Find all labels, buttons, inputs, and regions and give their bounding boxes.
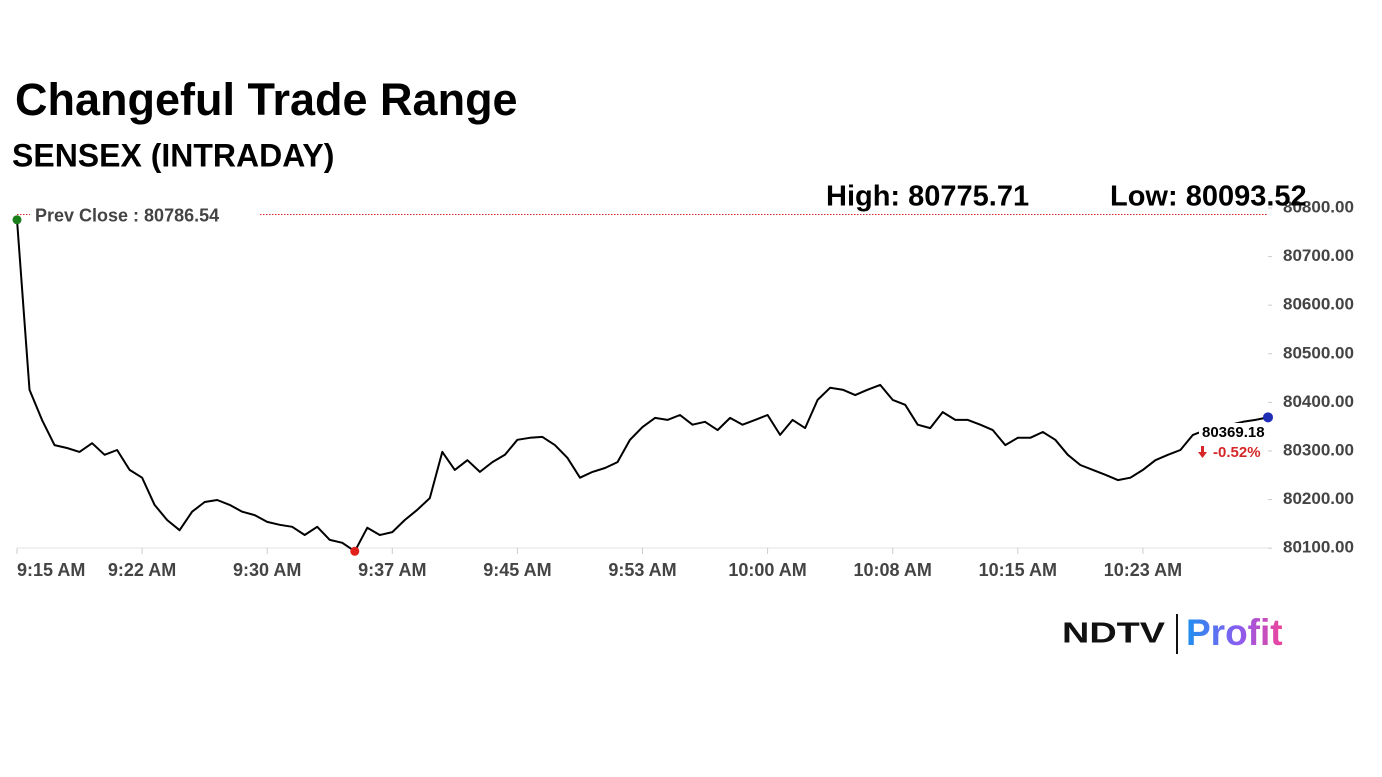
low-label: Low: 80093.52 [1110,181,1307,213]
x-tick-label: 9:30 AM [233,560,301,580]
y-tick-label: 80200.00 [1283,489,1354,508]
y-tick-label: 80800.00 [1283,197,1354,216]
x-tick-label: 10:23 AM [1104,560,1182,580]
prev-close-label-bg [30,203,260,226]
low-marker [350,546,360,556]
x-tick-label: 10:00 AM [728,560,806,580]
logo-product: Profit [1186,612,1283,653]
plot-area: 80100.00 80200.00 80300.00 80400.00 80500.00… [12,197,1354,580]
x-tick-label: 10:15 AM [979,560,1057,580]
x-tick-label: 9:53 AM [608,560,676,580]
last-label-bg [1199,423,1269,441]
last-value-label: 80369.18 [1202,424,1265,441]
chart-title: Changeful Trade Range [15,74,518,125]
logo-brand: NDTV [1062,618,1166,650]
y-tick-label: 80400.00 [1283,392,1354,411]
prev-close-label: Prev Close : 80786.54 [35,205,219,225]
start-marker [12,215,22,225]
y-tick-label: 80100.00 [1283,538,1354,557]
x-tick-label: 9:45 AM [483,560,551,580]
x-tick-label: 9:37 AM [358,560,426,580]
x-tick-label: 9:22 AM [108,560,176,580]
y-tick-label: 80600.00 [1283,295,1354,314]
chart-subtitle: SENSEX (INTRADAY) [12,137,334,173]
y-tick-label: 80300.00 [1283,440,1354,459]
change-label: -0.52% [1213,444,1261,461]
high-label: High: 80775.71 [826,181,1029,213]
down-arrow [1198,446,1207,458]
end-marker [1263,412,1273,423]
x-tick-label: 10:08 AM [854,560,932,580]
y-tick-label: 80500.00 [1283,343,1354,362]
x-tick-label: 9:15 AM [17,560,85,580]
y-tick-label: 80700.00 [1283,246,1354,265]
series-line [16,219,1269,553]
